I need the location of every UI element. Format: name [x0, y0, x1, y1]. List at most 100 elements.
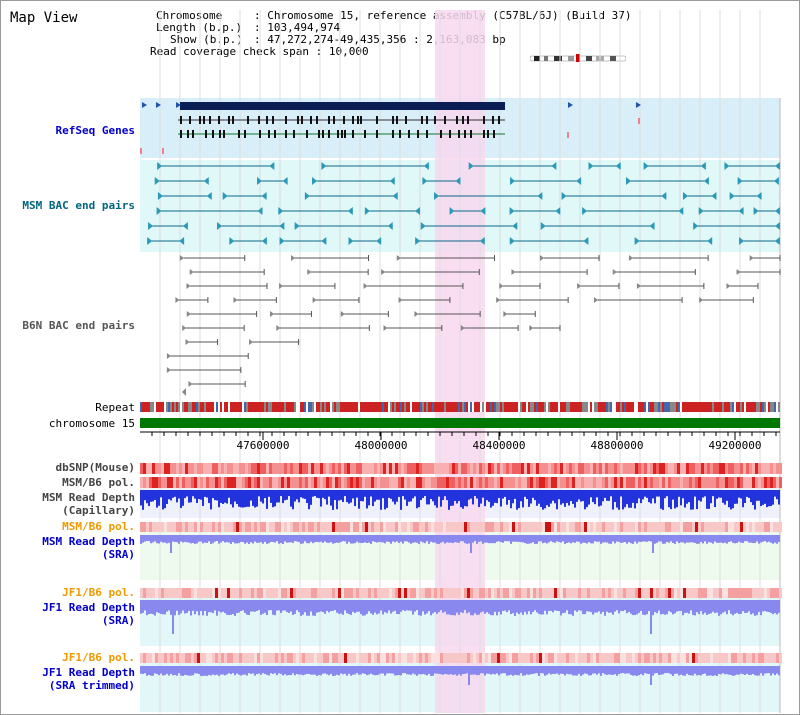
dbsnp-heat-cell — [677, 463, 680, 474]
dbsnp-heat-cell — [500, 463, 503, 474]
jf1-sra-depth-bar — [612, 600, 614, 615]
msm-b6-pol-1-heat-cell — [392, 477, 395, 488]
msm-b6-pol-2-heat-cell — [317, 522, 320, 532]
jf1-sra-depth-bar — [600, 600, 602, 614]
dbsnp-heat-cell — [293, 463, 296, 474]
dbsnp-heat-cell — [749, 463, 752, 474]
jf1-b6-pol-2-heat-cell — [398, 653, 401, 663]
jf1-sra-depth-bar — [730, 600, 732, 614]
msm-cap-depth-bar — [478, 490, 480, 508]
msm-sra-depth-bar — [474, 535, 476, 542]
repeat-segment — [250, 402, 252, 412]
jf1-sra-depth-bar — [432, 600, 434, 614]
dbsnp-heat-cell — [296, 463, 299, 474]
repeat-segment — [644, 402, 646, 412]
msm-sra-depth-bar — [618, 535, 620, 542]
jf1-b6-pol-1-heat-cell — [239, 588, 242, 598]
repeat-segment — [694, 402, 696, 412]
jf1-b6-pol-1-heat-cell — [302, 588, 305, 598]
msm-b6-pol-2-heat-cell — [332, 522, 335, 532]
jf1-trim-depth-bar — [588, 666, 590, 676]
msm-b6-pol-2-heat-cell — [596, 522, 599, 532]
msm-sra-depth-bar — [464, 535, 466, 544]
jf1-sra-depth-bar — [172, 600, 174, 634]
dbsnp-heat-cell — [542, 463, 545, 474]
jf1-trim-depth-bar — [148, 666, 150, 675]
msm-sra-depth-bar — [382, 535, 384, 543]
msm-sra-depth-bar — [696, 535, 698, 544]
repeat-segment — [166, 402, 168, 412]
jf1-trim-depth-bar — [172, 666, 174, 676]
jf1-b6-pol-1-heat-cell — [737, 588, 740, 598]
msm-b6-pol-1-heat-cell — [662, 477, 665, 488]
jf1-b6-pol-2-heat-cell — [215, 653, 218, 663]
jf1-trim-depth-bar — [440, 666, 442, 675]
jf1-sra-depth-bar — [694, 600, 696, 616]
msm-b6-pol-2-heat-cell — [641, 522, 644, 532]
msm-b6-pol-2-heat-cell — [269, 522, 272, 532]
jf1-b6-pol-1-heat-cell — [188, 588, 191, 598]
jf1-sra-depth-bar — [332, 600, 334, 611]
jf1-trim-depth-bar — [216, 666, 218, 675]
jf1-b6-pol-2-heat-cell — [443, 653, 446, 663]
jf1-sra-depth-bar — [164, 600, 166, 615]
jf1-b6-pol-1-heat-cell — [515, 588, 518, 598]
msm-cap-depth-bar — [698, 490, 700, 501]
msm-bac-end — [683, 192, 689, 200]
jf1-trim-depth-bar — [356, 666, 358, 674]
msm-cap-depth-bar — [562, 490, 564, 504]
repeat-segment — [252, 402, 254, 412]
msm-b6-pol-2-label: MSM/B6 pol. — [62, 520, 135, 533]
msm-sra-depth-bar — [716, 535, 718, 543]
jf1-trim-depth-bar — [542, 666, 544, 674]
jf1-b6-pol-2-heat-cell — [716, 653, 719, 663]
jf1-trim-depth-bar — [562, 666, 564, 674]
msm-sra-depth-bar — [498, 535, 500, 542]
msm-bac-end — [449, 207, 455, 215]
msm-cap-depth-bar — [274, 490, 276, 507]
dbsnp-heat-cell — [596, 463, 599, 474]
msm-b6-pol-1-heat-cell — [725, 477, 728, 488]
jf1-b6-pol-2-heat-cell — [275, 653, 278, 663]
jf1-trim-depth-bar — [478, 666, 480, 675]
msm-cap-depth-bar — [296, 490, 298, 500]
jf1-sra-depth-bar — [740, 600, 742, 614]
repeat-segment — [186, 402, 188, 412]
msm-cap-depth-bar — [766, 490, 768, 508]
repeat-segment — [344, 402, 346, 412]
msm-cap-depth-bar — [518, 490, 520, 509]
msm-cap-depth-bar — [160, 490, 162, 498]
msm-cap-depth-bar — [526, 490, 528, 500]
dbsnp-heat-cell — [551, 463, 554, 474]
chromosome-ideogram[interactable] — [530, 54, 626, 62]
jf1-trim-depth-bar — [288, 666, 290, 676]
msm-b6-pol-1-heat-cell — [506, 477, 509, 488]
msm-b6-pol-2-heat-cell — [458, 522, 461, 532]
dbsnp-heat-cell — [164, 463, 167, 474]
dbsnp-heat-cell — [449, 463, 452, 474]
msm-cap-depth-bar — [376, 490, 378, 500]
jf1-b6-pol-1-heat-cell — [590, 588, 593, 598]
jf1-b6-pol-2-heat-cell — [380, 653, 383, 663]
jf1-b6-pol-2-heat-cell — [452, 653, 455, 663]
msm-cap-depth-bar — [232, 490, 234, 508]
jf1-trim-depth-bar — [690, 666, 692, 676]
msm-sra-depth-bar — [384, 535, 386, 544]
msm-b6-pol-1-heat-cell — [512, 477, 515, 488]
msm-b6-pol-2-heat-cell — [692, 522, 695, 532]
msm-b6-pol-1-heat-cell — [251, 477, 254, 488]
repeat-segment — [646, 402, 648, 412]
jf1-trim-depth-bar — [254, 666, 256, 676]
msm-sra-depth-bar — [250, 535, 252, 543]
jf1-sra-depth-bar — [558, 600, 560, 611]
jf1-b6-pol-1-heat-cell — [257, 588, 260, 598]
repeat-segment — [276, 402, 278, 412]
dbsnp-heat-cell — [641, 463, 644, 474]
jf1-sra-depth-bar — [442, 600, 444, 613]
refseq-exon — [306, 130, 308, 138]
jf1-b6-pol-2-heat-cell — [761, 653, 764, 663]
msm-sra-depth-bar — [258, 535, 260, 543]
jf1-b6-pol-2-heat-cell — [404, 653, 407, 663]
msm-sra-depth-bar — [196, 535, 198, 544]
